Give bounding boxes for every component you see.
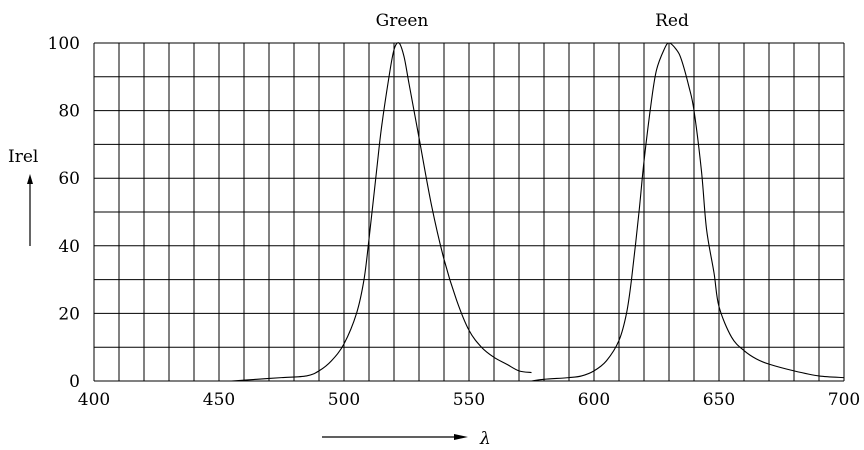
x-axis-arrowhead-icon: [454, 434, 468, 440]
x-tick-label: 650: [703, 390, 735, 410]
y-tick-label: 20: [58, 304, 80, 324]
x-tick-label: 450: [203, 390, 235, 410]
y-tick-label: 80: [58, 102, 80, 122]
x-tick-label: 400: [78, 390, 110, 410]
y-tick-labels: 0 20 40 60 80 100: [48, 34, 80, 392]
y-axis-label: Irel: [8, 147, 38, 167]
y-axis-label-group: Irel: [8, 147, 38, 246]
y-axis-arrowhead-icon: [27, 174, 33, 184]
grid: [93, 42, 845, 382]
x-axis-label-group: λ: [322, 429, 491, 449]
series-curve-green: [231, 42, 532, 382]
y-tick-label: 60: [58, 169, 80, 189]
series-label-green: Green: [376, 11, 429, 31]
y-tick-label: 0: [69, 372, 80, 392]
x-tick-label: 500: [328, 390, 360, 410]
y-tick-label: 100: [48, 34, 80, 54]
x-tick-labels: 400 450 500 550 600 650 700: [78, 390, 860, 410]
x-tick-label: 700: [828, 390, 860, 410]
x-tick-label: 600: [578, 390, 610, 410]
x-tick-label: 550: [453, 390, 485, 410]
series-curve-red: [531, 42, 845, 382]
series-label-red: Red: [655, 11, 689, 31]
series-labels: Green Red: [376, 11, 689, 31]
curves: [231, 42, 845, 382]
y-tick-label: 40: [58, 237, 80, 257]
x-axis-label: λ: [479, 429, 491, 449]
